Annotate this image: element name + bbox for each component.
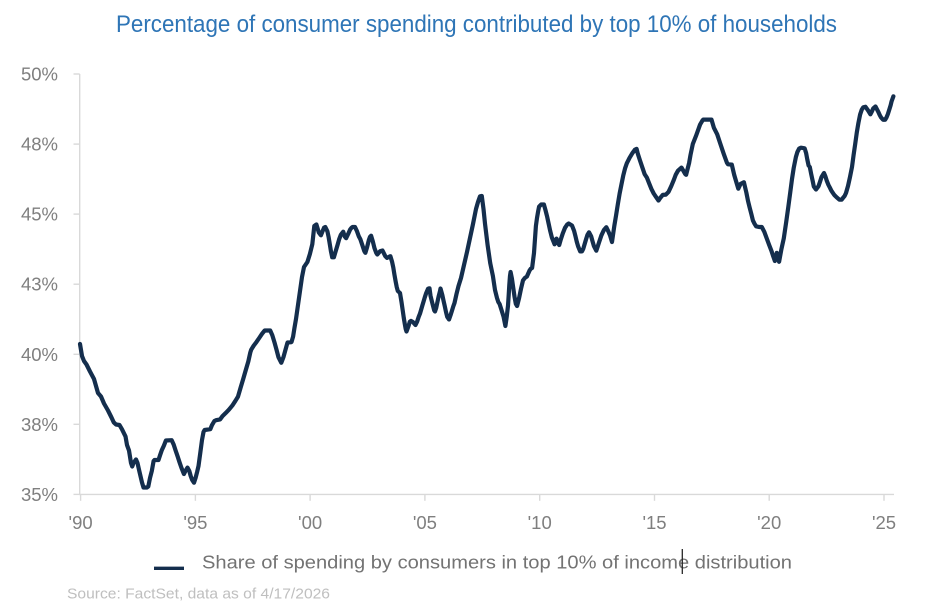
svg-text:38%: 38% [21, 414, 58, 435]
svg-text:'25: '25 [872, 512, 896, 533]
svg-text:48%: 48% [21, 134, 58, 155]
svg-text:'90: '90 [69, 512, 93, 533]
svg-text:'05: '05 [413, 512, 437, 533]
svg-text:'95: '95 [183, 512, 207, 533]
svg-text:43%: 43% [21, 274, 58, 295]
svg-text:Source: FactSet, data as of 4/: Source: FactSet, data as of 4/17/2026 [67, 586, 330, 603]
svg-text:'15: '15 [642, 512, 666, 533]
svg-text:'10: '10 [528, 512, 552, 533]
svg-text:Share of spending by consumers: Share of spending by consumers in top 10… [202, 553, 792, 573]
svg-text:Percentage of consumer spendin: Percentage of consumer spending contribu… [116, 11, 837, 38]
svg-text:50%: 50% [21, 64, 58, 85]
svg-text:35%: 35% [21, 484, 58, 505]
svg-text:'00: '00 [298, 512, 322, 533]
svg-text:45%: 45% [21, 204, 58, 225]
svg-text:40%: 40% [21, 344, 58, 365]
svg-text:'20: '20 [757, 512, 781, 533]
